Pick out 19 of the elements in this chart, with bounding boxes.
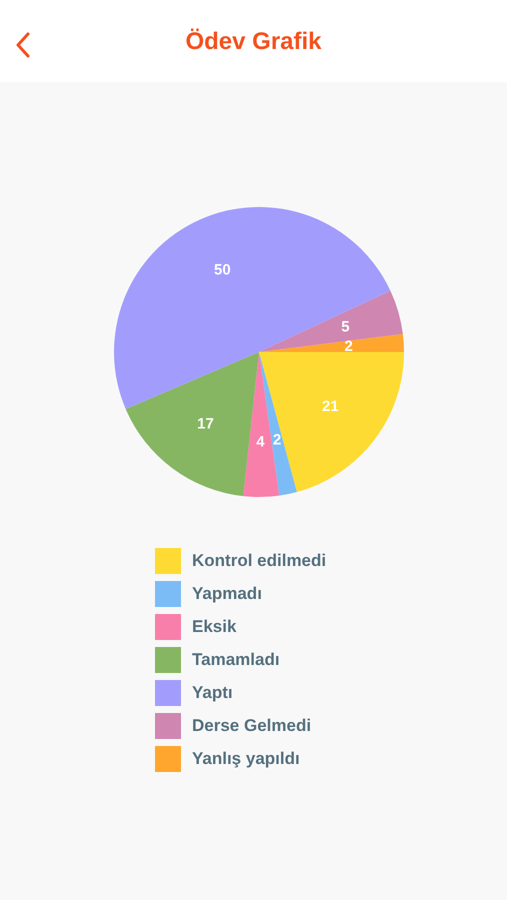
chart-title: Ödev Grafik bbox=[184, 28, 323, 56]
pie-slice bbox=[259, 290, 403, 352]
data-label: 2 bbox=[272, 432, 282, 449]
pie-slice bbox=[259, 334, 404, 352]
legend-label: Yaptı bbox=[192, 682, 233, 702]
legend-label: Yapmadı bbox=[192, 584, 262, 604]
legend-label: Eksik bbox=[192, 616, 236, 636]
data-label: 50 bbox=[214, 261, 231, 278]
pie-slice bbox=[114, 207, 390, 410]
data-label: 17 bbox=[197, 416, 214, 433]
legend-label: Kontrol edilmedi bbox=[192, 550, 326, 570]
data-label: 5 bbox=[341, 318, 350, 336]
pie-slice bbox=[243, 352, 280, 497]
data-label: 4 bbox=[256, 433, 266, 450]
legend-label: Yanlış yapıldı bbox=[192, 748, 300, 768]
data-label: 21 bbox=[322, 398, 339, 416]
data-label: 2 bbox=[344, 338, 353, 355]
legend-label: Derse Gelmedi bbox=[192, 716, 312, 736]
legend-label: Tamamladı bbox=[192, 650, 280, 670]
